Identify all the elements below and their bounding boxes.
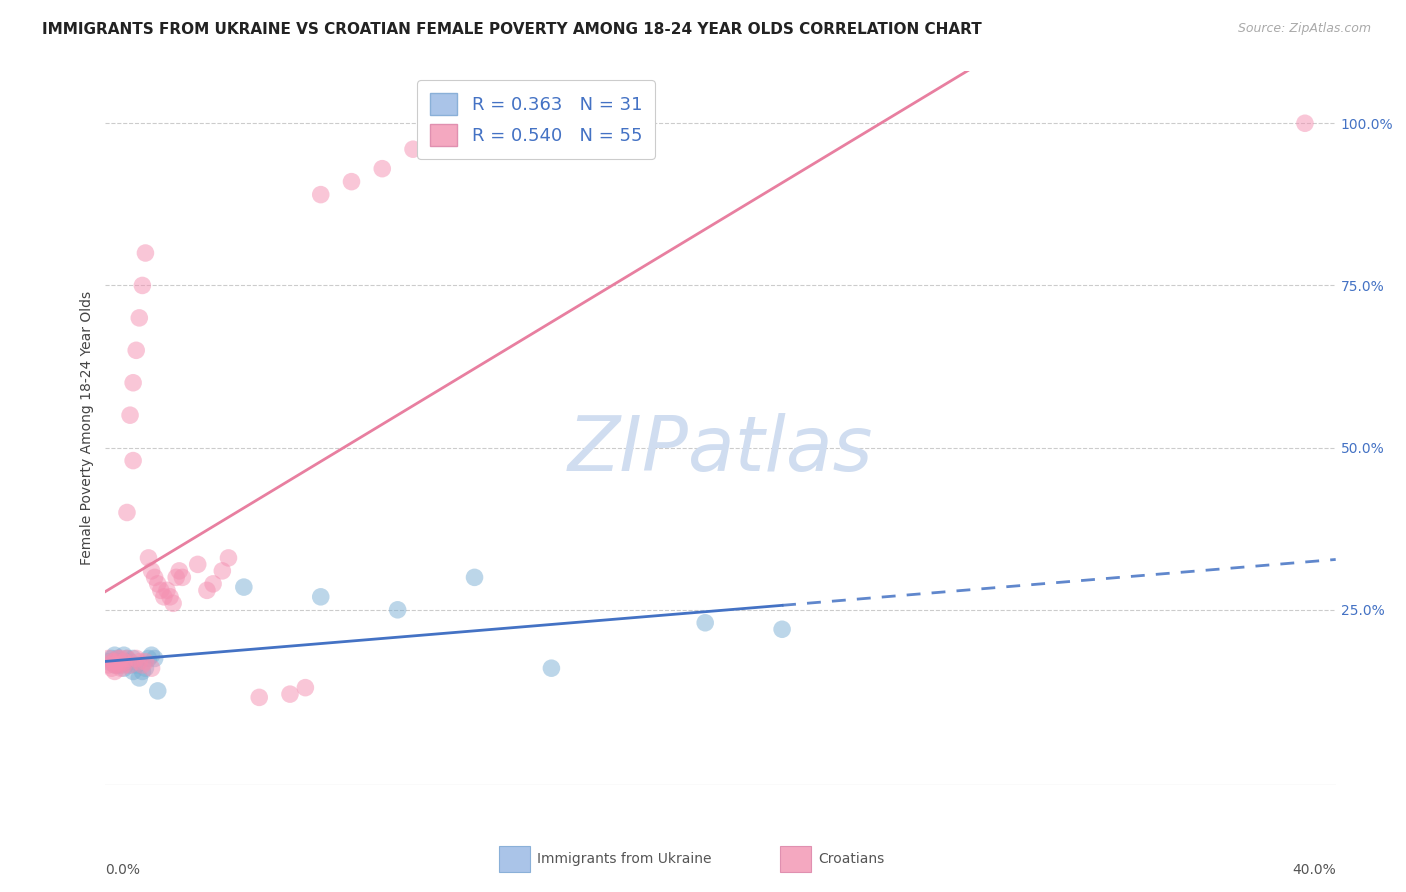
Point — [138, 651, 160, 665]
Point — [125, 343, 148, 358]
Point — [112, 657, 135, 672]
Text: 40.0%: 40.0% — [1292, 863, 1336, 878]
Point — [115, 506, 138, 520]
Point — [97, 657, 120, 672]
Point — [104, 657, 127, 672]
Point — [104, 665, 127, 679]
Point — [110, 655, 132, 669]
Point — [122, 665, 145, 679]
Point — [695, 615, 717, 630]
Point — [141, 661, 163, 675]
Point — [97, 655, 120, 669]
Text: Croatians: Croatians — [818, 852, 884, 866]
Point — [115, 655, 138, 669]
Text: IMMIGRANTS FROM UKRAINE VS CROATIAN FEMALE POVERTY AMONG 18-24 YEAR OLDS CORRELA: IMMIGRANTS FROM UKRAINE VS CROATIAN FEMA… — [42, 22, 981, 37]
Point — [120, 655, 141, 669]
Point — [128, 310, 150, 325]
Text: Source: ZipAtlas.com: Source: ZipAtlas.com — [1237, 22, 1371, 36]
Point — [131, 657, 153, 672]
Point — [156, 583, 179, 598]
Point — [112, 661, 135, 675]
Point — [169, 564, 191, 578]
Point — [131, 278, 153, 293]
Point — [97, 651, 120, 665]
Point — [107, 657, 129, 672]
Point — [402, 142, 425, 156]
Point — [134, 246, 156, 260]
Y-axis label: Female Poverty Among 18-24 Year Olds: Female Poverty Among 18-24 Year Olds — [80, 291, 94, 566]
Point — [107, 651, 129, 665]
Point — [107, 651, 129, 665]
Point — [309, 590, 332, 604]
Point — [1294, 116, 1316, 130]
Point — [131, 665, 153, 679]
Legend: R = 0.363   N = 31, R = 0.540   N = 55: R = 0.363 N = 31, R = 0.540 N = 55 — [418, 80, 655, 159]
Point — [100, 651, 122, 665]
Point — [146, 577, 169, 591]
Point — [247, 690, 270, 705]
Point — [524, 116, 547, 130]
Point — [232, 580, 254, 594]
Point — [371, 161, 394, 176]
Point — [100, 655, 122, 669]
Point — [120, 657, 141, 672]
Point — [112, 648, 135, 663]
Point — [125, 657, 148, 672]
Point — [104, 648, 127, 663]
Point — [195, 583, 218, 598]
Point — [162, 596, 184, 610]
Point — [134, 661, 156, 675]
Point — [433, 122, 456, 136]
Point — [278, 687, 301, 701]
Point — [122, 651, 145, 665]
Point — [125, 651, 148, 665]
Point — [149, 583, 172, 598]
Point — [165, 570, 187, 584]
Point — [143, 651, 166, 665]
Point — [115, 651, 138, 665]
Point — [141, 648, 163, 663]
Point — [153, 590, 176, 604]
Point — [340, 175, 363, 189]
Point — [100, 661, 122, 675]
Point — [540, 661, 562, 675]
Point — [770, 622, 793, 636]
Point — [218, 550, 240, 565]
Point — [120, 408, 141, 422]
Point — [211, 564, 233, 578]
Point — [112, 655, 135, 669]
Point — [143, 570, 166, 584]
Point — [122, 453, 145, 467]
Text: 0.0%: 0.0% — [105, 863, 141, 878]
Point — [104, 655, 127, 669]
Point — [138, 550, 160, 565]
Text: Immigrants from Ukraine: Immigrants from Ukraine — [537, 852, 711, 866]
Point — [128, 671, 150, 685]
Point — [387, 603, 409, 617]
Point — [110, 661, 132, 675]
Point — [159, 590, 181, 604]
Point — [110, 657, 132, 672]
Point — [128, 655, 150, 669]
Point — [141, 564, 163, 578]
Point — [115, 651, 138, 665]
Point — [146, 684, 169, 698]
Point — [294, 681, 316, 695]
Point — [120, 657, 141, 672]
Point — [134, 655, 156, 669]
Point — [107, 657, 129, 672]
Point — [122, 376, 145, 390]
Point — [309, 187, 332, 202]
Text: ZIPatlas: ZIPatlas — [568, 413, 873, 486]
Point — [187, 558, 209, 572]
Point — [464, 570, 486, 584]
Point — [110, 651, 132, 665]
Point — [172, 570, 194, 584]
Point — [104, 657, 127, 672]
Point — [202, 577, 225, 591]
